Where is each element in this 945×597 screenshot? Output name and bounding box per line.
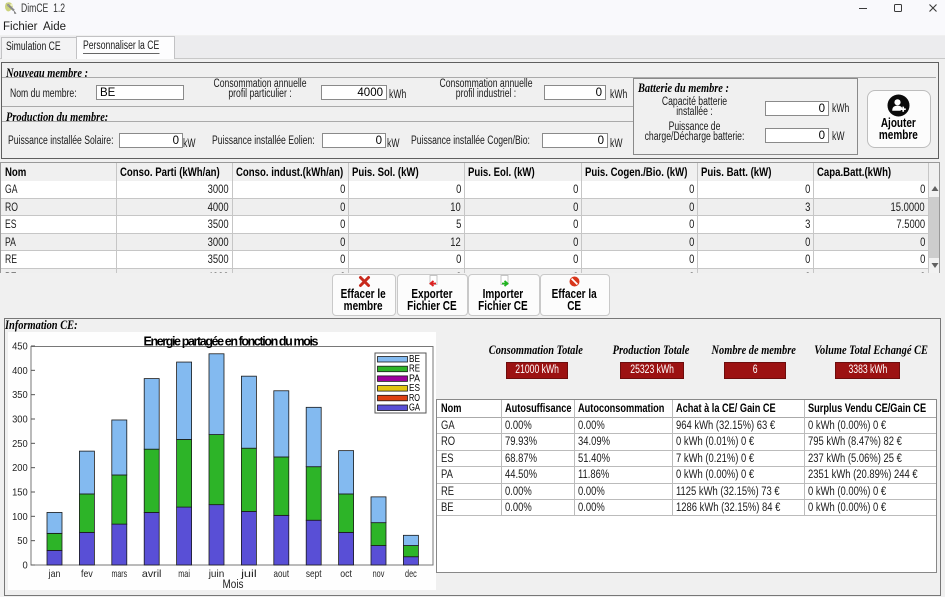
svg-text:300: 300 [12, 413, 28, 425]
svg-text:400: 400 [12, 365, 28, 377]
svg-text:150: 150 [12, 486, 28, 498]
svg-text:fev: fev [81, 568, 93, 580]
svg-text:RE: RE [409, 363, 420, 375]
svg-text:juin: juin [208, 568, 225, 580]
svg-text:Mois: Mois [223, 579, 244, 590]
svg-text:0: 0 [23, 560, 28, 572]
svg-text:oct: oct [340, 568, 352, 580]
svg-text:250: 250 [12, 438, 28, 450]
svg-text:BE: BE [409, 353, 420, 365]
svg-text:jan: jan [48, 568, 61, 580]
svg-text:Kwh: Kwh [8, 450, 11, 467]
svg-text:350: 350 [12, 389, 28, 401]
svg-text:GA: GA [409, 402, 420, 414]
svg-text:dec: dec [405, 568, 417, 580]
svg-text:100: 100 [12, 511, 28, 523]
svg-text:Energie partagée en fonction d: Energie partagée en fonction du mois [144, 335, 319, 349]
svg-text:mars: mars [112, 568, 128, 580]
svg-text:nov: nov [373, 568, 385, 580]
svg-text:50: 50 [17, 535, 28, 547]
svg-text:200: 200 [12, 462, 28, 474]
svg-text:mai: mai [178, 568, 190, 580]
svg-text:PA: PA [409, 372, 420, 384]
svg-text:RO: RO [409, 392, 420, 404]
svg-text:avril: avril [142, 568, 162, 580]
svg-text:450: 450 [12, 340, 28, 352]
svg-text:juil: juil [240, 568, 257, 580]
svg-text:ES: ES [409, 382, 420, 394]
svg-text:aout: aout [274, 568, 290, 580]
svg-text:sept: sept [306, 568, 322, 580]
